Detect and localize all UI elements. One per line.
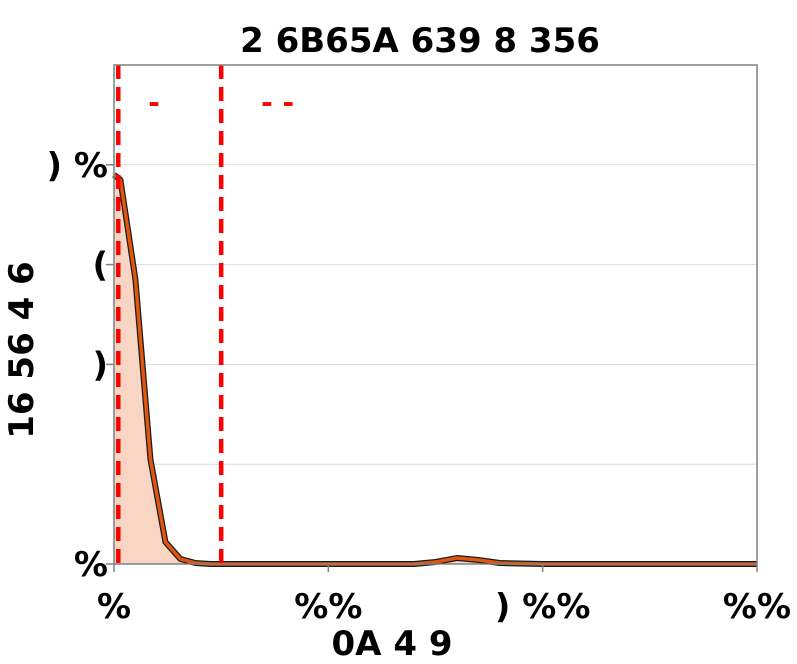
y-tick-label: ) — [92, 345, 108, 385]
series-fill — [114, 174, 757, 564]
gridlines — [114, 164, 757, 465]
series-outline — [112, 172, 757, 567]
x-axis: %%% ) %%%% — [97, 564, 791, 627]
y-axis: %) ( ) % — [47, 146, 114, 585]
y-tick-label: % — [74, 545, 108, 585]
series-area-group — [112, 172, 757, 567]
threshold-label-1: - — [148, 86, 160, 119]
chart-title: 2 6B65A 639 8 356 — [240, 21, 600, 61]
y-tick-label: ( — [92, 246, 108, 286]
x-tick-label: % — [97, 587, 131, 627]
series-line — [112, 173, 757, 566]
x-tick-label: %% — [294, 587, 362, 627]
x-axis-label: 0A 4 9 — [332, 624, 453, 664]
plot-frame — [113, 64, 758, 565]
y-tick-label: ) % — [47, 146, 108, 186]
threshold-label-2: - - — [261, 86, 294, 119]
x-tick-label: %% — [723, 587, 791, 627]
threshold-lines: -- - — [116, 65, 294, 564]
y-axis-label: 16 56 4 6 — [2, 261, 42, 438]
x-tick-label: ) %% — [495, 587, 591, 627]
